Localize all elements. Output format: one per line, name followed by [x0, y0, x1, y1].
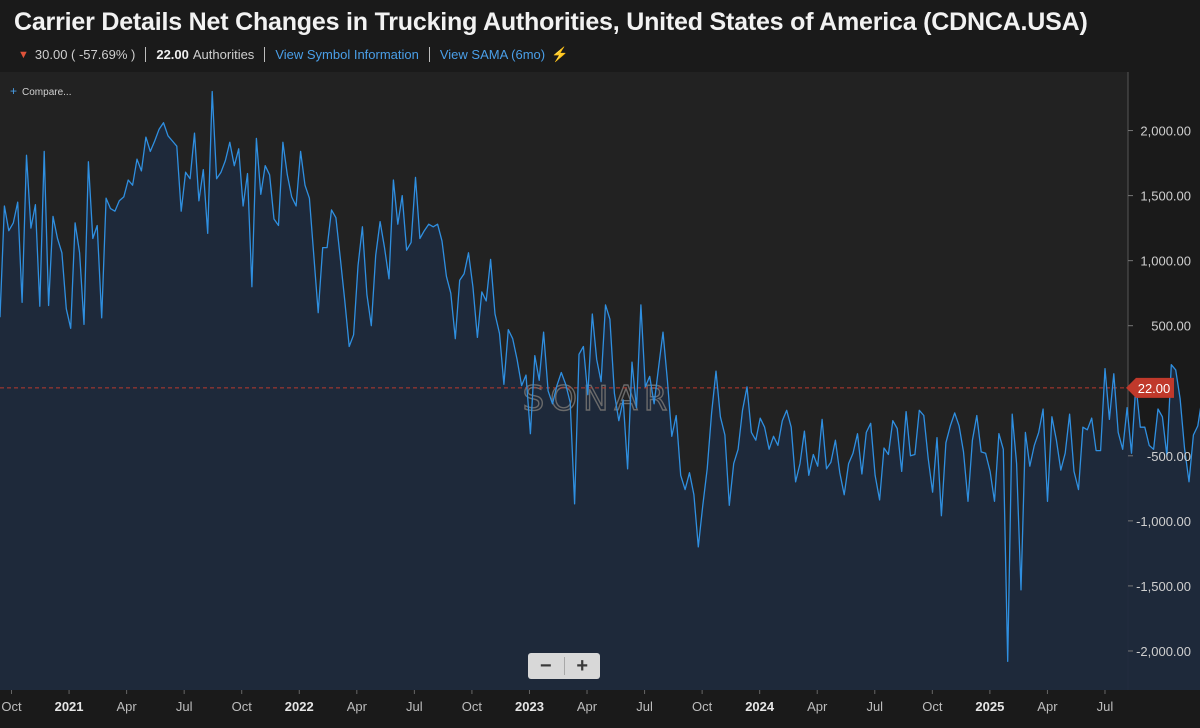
- view-symbol-link[interactable]: View Symbol Information: [275, 47, 419, 62]
- zoom-controls: − +: [528, 653, 600, 679]
- x-tick-label: 2025: [975, 699, 1004, 714]
- zoom-in-button[interactable]: +: [576, 654, 589, 677]
- x-tick-label: Jul: [406, 699, 423, 714]
- chart-header: Carrier Details Net Changes in Trucking …: [0, 0, 1200, 70]
- current-value-badge: 22.00: [1126, 377, 1174, 398]
- x-tick-label: Apr: [577, 699, 598, 714]
- zoom-out-button[interactable]: −: [539, 654, 552, 677]
- y-tick-label: 500.00: [1151, 319, 1191, 334]
- y-tick-label: 1,000.00: [1140, 254, 1191, 269]
- current-value: 22.00: [156, 47, 189, 62]
- y-tick-label: -1,500.00: [1136, 579, 1191, 594]
- badge-shape: [1126, 377, 1174, 398]
- unit-label: Authorities: [192, 47, 255, 62]
- series-area-fill: [0, 91, 1200, 690]
- x-tick-label: 2024: [745, 699, 775, 714]
- view-sama-link[interactable]: View SAMA (6mo): [439, 47, 546, 62]
- x-tick-label: 2023: [515, 699, 544, 714]
- change-value: 30.00 ( -57.69% ): [34, 47, 136, 62]
- plus-icon: +: [10, 84, 18, 98]
- y-tick-label: -500.00: [1147, 449, 1191, 464]
- compare-button[interactable]: + Compare...: [10, 84, 71, 98]
- down-arrow-icon: ▼: [18, 48, 29, 61]
- x-tick-label: Apr: [807, 699, 828, 714]
- page-title: Carrier Details Net Changes in Trucking …: [14, 8, 1088, 36]
- x-tick-label: 2021: [55, 699, 84, 714]
- sama-icon[interactable]: ⚡: [551, 46, 569, 62]
- x-tick-label: Oct: [232, 699, 253, 714]
- x-tick-label: Apr: [116, 699, 137, 714]
- x-tick-label: Oct: [922, 699, 943, 714]
- x-tick-label: Oct: [692, 699, 713, 714]
- x-axis-band: [0, 690, 1200, 728]
- zoom-divider: [563, 657, 565, 675]
- badge-label: 22.00: [1138, 381, 1171, 396]
- sonar-watermark: SONAR: [523, 379, 674, 419]
- x-tick-label: Jul: [1097, 699, 1114, 714]
- y-tick-label: -2,000.00: [1136, 644, 1191, 659]
- separator: [145, 47, 147, 62]
- separator: [428, 47, 430, 62]
- y-tick-label: 1,500.00: [1140, 189, 1191, 204]
- x-tick-label: Apr: [1037, 699, 1058, 714]
- x-tick-label: Jul: [866, 699, 883, 714]
- x-tick-label: Apr: [347, 699, 368, 714]
- x-tick-label: Oct: [1, 699, 22, 714]
- y-tick-label: -1,000.00: [1136, 514, 1191, 529]
- x-tick-label: Jul: [636, 699, 653, 714]
- y-tick-label: 2,000.00: [1140, 124, 1191, 139]
- x-tick-label: Jul: [176, 699, 193, 714]
- summary-bar: ▼ 30.00 ( -57.69% ) 22.00 Authorities Vi…: [18, 46, 569, 63]
- x-tick-label: Oct: [462, 699, 483, 714]
- chart[interactable]: SONAR 2,000.00 1,500.00 1,000.00 500.00 -500.…: [0, 70, 1200, 728]
- series-line: [0, 90, 1200, 663]
- separator: [264, 47, 266, 62]
- compare-label: Compare...: [22, 87, 72, 98]
- x-tick-label: 2022: [285, 699, 314, 714]
